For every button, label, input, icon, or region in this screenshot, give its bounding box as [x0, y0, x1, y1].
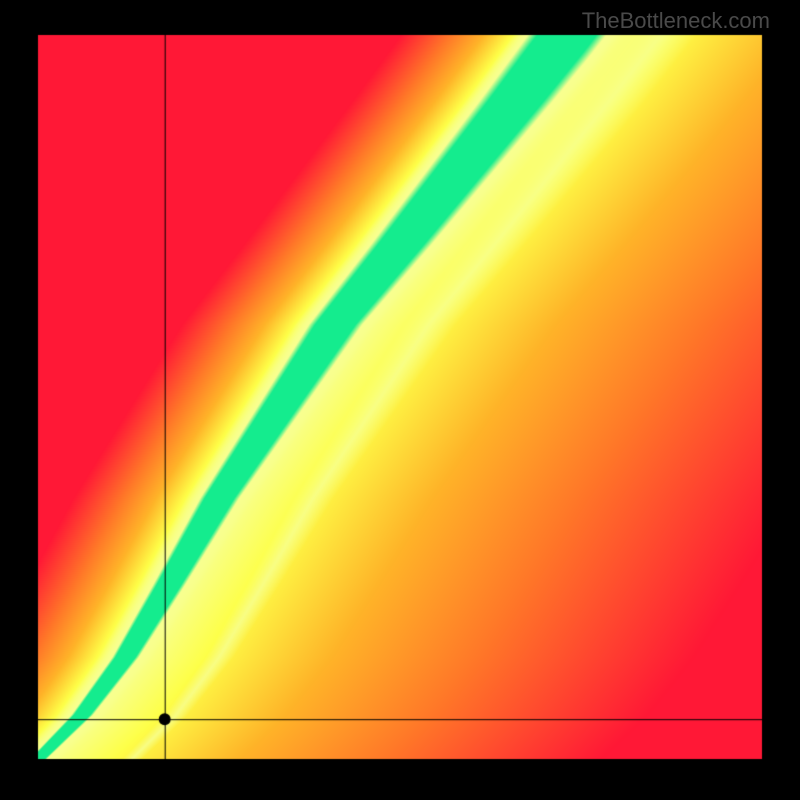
heatmap-canvas [0, 0, 800, 800]
chart-container: TheBottleneck.com [0, 0, 800, 800]
watermark-text: TheBottleneck.com [582, 8, 770, 34]
